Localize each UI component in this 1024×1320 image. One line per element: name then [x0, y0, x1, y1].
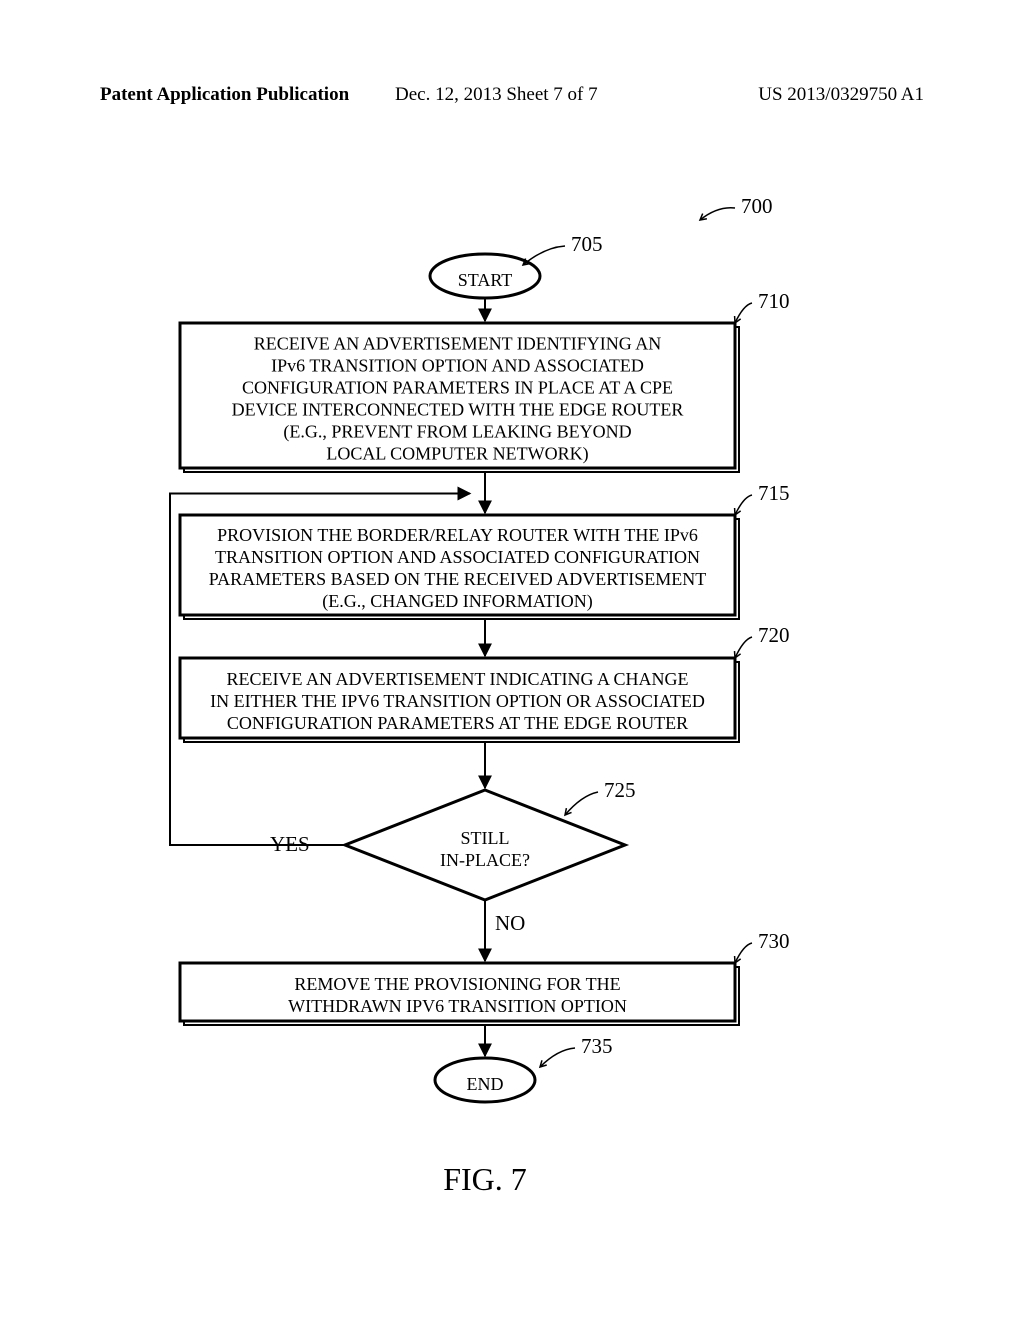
svg-text:(E.G., PREVENT FROM LEAKING BE: (E.G., PREVENT FROM LEAKING BEYOND [283, 422, 631, 443]
svg-text:IN EITHER THE IPV6 TRANSITION: IN EITHER THE IPV6 TRANSITION OPTION OR … [210, 691, 705, 711]
svg-text:TRANSITION OPTION AND ASSOCIAT: TRANSITION OPTION AND ASSOCIATED CONFIGU… [215, 547, 700, 567]
svg-text:735: 735 [581, 1034, 613, 1058]
header-left: Patent Application Publication [100, 84, 349, 106]
svg-text:LOCAL COMPUTER NETWORK): LOCAL COMPUTER NETWORK) [326, 444, 588, 465]
svg-text:END: END [467, 1074, 504, 1094]
svg-text:(E.G., CHANGED INFORMATION): (E.G., CHANGED INFORMATION) [322, 591, 592, 612]
svg-text:DEVICE INTERCONNECTED WITH THE: DEVICE INTERCONNECTED WITH THE EDGE ROUT… [232, 400, 684, 420]
svg-text:REMOVE THE PROVISIONING FOR TH: REMOVE THE PROVISIONING FOR THE [294, 974, 620, 994]
svg-text:STILL: STILL [461, 828, 510, 848]
svg-text:725: 725 [604, 778, 636, 802]
svg-text:PARAMETERS BASED ON THE RECEIV: PARAMETERS BASED ON THE RECEIVED ADVERTI… [209, 569, 706, 589]
svg-text:PROVISION THE BORDER/RELAY ROU: PROVISION THE BORDER/RELAY ROUTER WITH T… [217, 525, 698, 545]
svg-text:RECEIVE AN ADVERTISEMENT IDENT: RECEIVE AN ADVERTISEMENT IDENTIFYING AN [254, 334, 662, 354]
figure-caption: FIG. 7 [443, 1161, 527, 1197]
svg-text:710: 710 [758, 289, 790, 313]
svg-text:730: 730 [758, 929, 790, 953]
svg-text:CONFIGURATION PARAMETERS AT TH: CONFIGURATION PARAMETERS AT THE EDGE ROU… [227, 713, 688, 733]
patent-page: Patent Application Publication Dec. 12, … [0, 0, 1024, 1320]
svg-text:CONFIGURATION PARAMETERS IN PL: CONFIGURATION PARAMETERS IN PLACE AT A C… [242, 378, 673, 398]
svg-text:YES: YES [270, 832, 310, 856]
svg-text:705: 705 [571, 232, 603, 256]
svg-text:720: 720 [758, 623, 790, 647]
svg-text:RECEIVE AN ADVERTISEMENT INDIC: RECEIVE AN ADVERTISEMENT INDICATING A CH… [226, 669, 688, 689]
svg-text:715: 715 [758, 481, 790, 505]
svg-text:NO: NO [495, 911, 525, 935]
svg-text:IN-PLACE?: IN-PLACE? [440, 850, 530, 870]
svg-text:START: START [458, 270, 512, 290]
svg-text:IPv6 TRANSITION OPTION AND ASS: IPv6 TRANSITION OPTION AND ASSOCIATED [271, 356, 644, 376]
svg-text:700: 700 [741, 194, 773, 218]
header-mid: Dec. 12, 2013 Sheet 7 of 7 [395, 84, 598, 106]
svg-text:WITHDRAWN IPV6 TRANSITION OPTI: WITHDRAWN IPV6 TRANSITION OPTION [288, 996, 627, 1016]
flowchart: 700 START 705 RECEIVE AN ADVERTISEMENT IDEN… [0, 150, 1024, 1250]
header-right: US 2013/0329750 A1 [758, 84, 924, 106]
